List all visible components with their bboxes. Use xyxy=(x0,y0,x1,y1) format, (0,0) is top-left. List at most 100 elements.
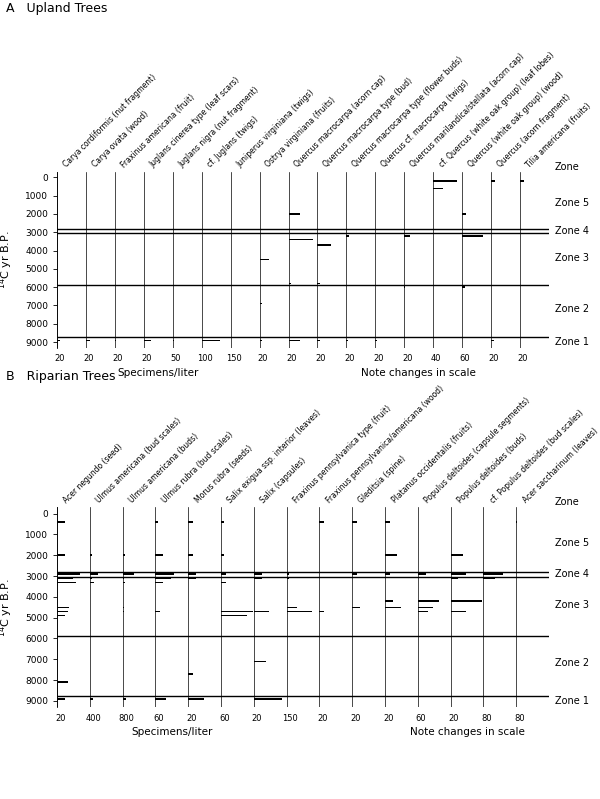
Text: Populus deltoides (capsule segments): Populus deltoides (capsule segments) xyxy=(423,396,532,505)
Text: Ulmus rubra (bud scales): Ulmus rubra (bud scales) xyxy=(160,431,235,505)
Text: Zone 3: Zone 3 xyxy=(554,600,589,610)
Bar xyxy=(433,188,443,189)
Text: 20: 20 xyxy=(344,354,355,363)
Text: Salix (capsules): Salix (capsules) xyxy=(259,456,308,505)
Text: Carya ovata (wood): Carya ovata (wood) xyxy=(90,109,150,169)
Bar xyxy=(404,287,405,288)
Bar xyxy=(352,521,357,523)
Bar xyxy=(221,615,247,616)
Text: Morus rubra (seeds): Morus rubra (seeds) xyxy=(193,444,254,505)
Text: Zone 4: Zone 4 xyxy=(554,226,589,236)
Text: Quercus (white oak group) (wood): Quercus (white oak group) (wood) xyxy=(467,70,565,169)
Text: $^{14}$C yr B.P.: $^{14}$C yr B.P. xyxy=(0,230,16,289)
Bar xyxy=(418,600,439,602)
Bar xyxy=(57,521,65,523)
Text: Note changes in scale: Note changes in scale xyxy=(410,727,524,737)
Bar xyxy=(57,555,65,556)
Bar xyxy=(221,555,224,556)
Text: Zone 1: Zone 1 xyxy=(554,696,589,706)
Text: Quercus macrocarpa type (bud): Quercus macrocarpa type (bud) xyxy=(322,77,415,169)
Text: 60: 60 xyxy=(219,714,230,722)
Text: 60: 60 xyxy=(416,714,427,722)
Bar xyxy=(90,606,91,608)
Text: Specimens/liter: Specimens/liter xyxy=(118,368,199,378)
Text: cf. Quercus (white oak group) (leaf lobes): cf. Quercus (white oak group) (leaf lobe… xyxy=(437,51,556,169)
Bar xyxy=(115,340,116,341)
Bar xyxy=(57,340,60,341)
Bar xyxy=(188,673,193,674)
Bar xyxy=(352,573,357,574)
Text: 20: 20 xyxy=(142,354,152,363)
Bar xyxy=(451,600,482,602)
Bar xyxy=(319,610,324,612)
Bar xyxy=(484,573,503,574)
Bar xyxy=(462,213,466,215)
Bar xyxy=(260,340,262,341)
Text: $^{14}$C yr B.P.: $^{14}$C yr B.P. xyxy=(0,578,16,637)
Bar xyxy=(385,521,389,523)
Bar xyxy=(122,698,126,699)
Bar xyxy=(317,283,320,284)
Bar xyxy=(144,340,151,341)
Text: Specimens/liter: Specimens/liter xyxy=(131,727,212,737)
Text: 20: 20 xyxy=(55,354,65,363)
Text: Zone 5: Zone 5 xyxy=(554,538,589,548)
Bar xyxy=(289,213,299,215)
Text: Fraxinus pennsylvanica/americana (wood): Fraxinus pennsylvanica/americana (wood) xyxy=(325,384,445,505)
Bar xyxy=(346,340,348,341)
Text: 20: 20 xyxy=(113,354,123,363)
Text: 40: 40 xyxy=(431,354,442,363)
Text: Zone 3: Zone 3 xyxy=(554,252,589,263)
Text: 800: 800 xyxy=(118,714,134,722)
Bar xyxy=(346,235,349,237)
Bar xyxy=(155,521,158,523)
Text: 20: 20 xyxy=(489,354,499,363)
Bar xyxy=(254,573,262,574)
Text: Populus deltoides (buds): Populus deltoides (buds) xyxy=(455,431,529,505)
Text: Quercus (acorn fragment): Quercus (acorn fragment) xyxy=(496,93,572,169)
Text: 400: 400 xyxy=(85,714,101,722)
Text: Juglans cinerea type (leaf scars): Juglans cinerea type (leaf scars) xyxy=(148,76,242,169)
Bar xyxy=(155,698,166,699)
Text: Zone 2: Zone 2 xyxy=(554,658,589,669)
Bar xyxy=(202,340,220,341)
Bar xyxy=(221,610,253,612)
Bar xyxy=(57,610,68,612)
Bar xyxy=(287,606,297,608)
Text: Quercus macrocarpa type (flower buds): Quercus macrocarpa type (flower buds) xyxy=(351,55,465,169)
Text: Quercus marilandica/stellata (acorn cap): Quercus marilandica/stellata (acorn cap) xyxy=(409,52,526,169)
Text: Zone 5: Zone 5 xyxy=(554,198,589,208)
Text: 20: 20 xyxy=(286,354,296,363)
Text: Ulmus americana (buds): Ulmus americana (buds) xyxy=(128,432,200,505)
Text: Platanus occidentalis (fruits): Platanus occidentalis (fruits) xyxy=(390,421,474,505)
Text: Zone 2: Zone 2 xyxy=(554,304,589,314)
Bar xyxy=(122,610,124,612)
Bar xyxy=(57,636,62,637)
Text: Zone 1: Zone 1 xyxy=(554,337,589,347)
Text: cf. Juglans (twigs): cf. Juglans (twigs) xyxy=(206,115,260,169)
Bar xyxy=(173,340,174,341)
Text: 20: 20 xyxy=(317,714,328,722)
Text: Carya cordiformis (nut fragment): Carya cordiformis (nut fragment) xyxy=(61,73,158,169)
Bar xyxy=(289,340,299,341)
Bar xyxy=(122,582,125,583)
Bar xyxy=(462,235,483,237)
Bar xyxy=(418,606,433,608)
Bar xyxy=(122,606,124,608)
Text: Zone: Zone xyxy=(554,161,580,172)
Bar xyxy=(385,606,401,608)
Text: 20: 20 xyxy=(350,714,361,722)
Bar xyxy=(155,573,173,574)
Bar xyxy=(188,698,204,699)
Text: Zone 4: Zone 4 xyxy=(554,570,589,579)
Text: Gleditsia (spine): Gleditsia (spine) xyxy=(357,454,408,505)
Bar xyxy=(254,698,282,699)
Text: A   Upland Trees: A Upland Trees xyxy=(6,2,107,15)
Bar xyxy=(202,340,220,341)
Bar xyxy=(254,610,269,612)
Bar xyxy=(317,340,320,341)
Bar xyxy=(317,244,331,245)
Bar xyxy=(57,582,76,583)
Bar xyxy=(155,555,163,556)
Text: 150: 150 xyxy=(282,714,298,722)
